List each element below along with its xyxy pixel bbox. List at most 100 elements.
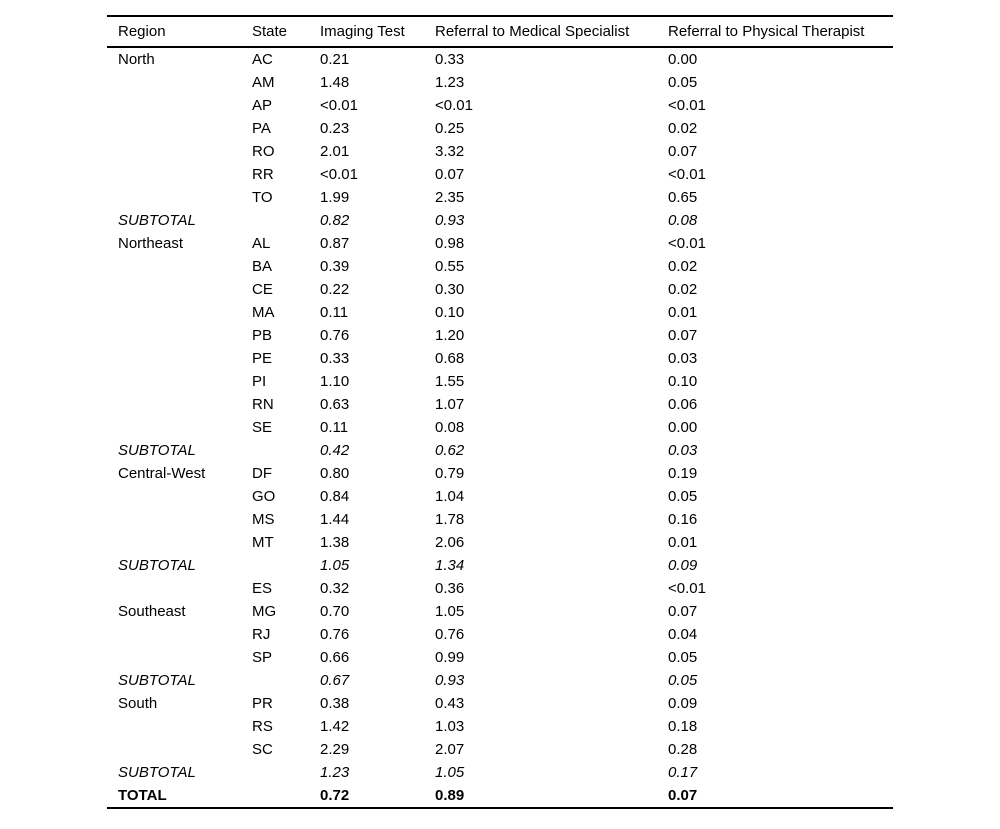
imaging-test-cell: 1.10 xyxy=(320,373,350,390)
table-row: ES 0.32 0.36 <0.01 xyxy=(107,577,893,600)
physical-therapist-cell: 0.05 xyxy=(668,649,698,666)
region-cell xyxy=(107,255,241,278)
medical-specialist-cell: 1.34 xyxy=(435,557,465,574)
imaging-test-cell: 0.32 xyxy=(320,580,350,597)
physical-therapist-cell: 0.07 xyxy=(668,787,698,804)
imaging-test-cell: 1.38 xyxy=(320,534,350,551)
imaging-test-cell: 0.80 xyxy=(320,465,350,482)
state-cell xyxy=(241,209,309,232)
state-cell: BA xyxy=(252,258,273,275)
table-row: South PR 0.38 0.43 0.09 xyxy=(107,692,893,715)
state-cell: RS xyxy=(252,718,273,735)
region-cell: SUBTOTAL xyxy=(118,557,196,574)
table-row: MT 1.38 2.06 0.01 xyxy=(107,531,893,554)
physical-therapist-cell: 0.00 xyxy=(668,51,698,68)
imaging-test-cell: 2.29 xyxy=(320,741,350,758)
physical-therapist-cell: 0.09 xyxy=(668,557,698,574)
table-row: RS 1.42 1.03 0.18 xyxy=(107,715,893,738)
region-cell: Southeast xyxy=(118,603,186,620)
state-cell: PR xyxy=(252,695,273,712)
medical-specialist-cell: 0.99 xyxy=(435,649,465,666)
imaging-test-cell: 1.48 xyxy=(320,74,350,91)
region-cell xyxy=(107,623,241,646)
physical-therapist-cell: 0.08 xyxy=(668,212,698,229)
physical-therapist-cell: 0.05 xyxy=(668,74,698,91)
state-cell: AL xyxy=(252,235,271,252)
physical-therapist-cell: 0.05 xyxy=(668,488,698,505)
medical-specialist-cell: 0.68 xyxy=(435,350,465,367)
state-cell: GO xyxy=(252,488,276,505)
medical-specialist-cell: 0.93 xyxy=(435,672,465,689)
physical-therapist-cell: 0.07 xyxy=(668,143,698,160)
medical-specialist-cell: 0.93 xyxy=(435,212,465,229)
table-header: Region State Imaging Test Referral to Medic… xyxy=(107,16,893,47)
medical-specialist-cell: 1.07 xyxy=(435,396,465,413)
region-cell: TOTAL xyxy=(118,787,167,804)
table-row: AM 1.48 1.23 0.05 xyxy=(107,71,893,94)
table-row: AP <0.01 <0.01 <0.01 xyxy=(107,94,893,117)
physical-therapist-cell: 0.01 xyxy=(668,304,698,321)
subtotal-row: SUBTOTAL 0.82 0.93 0.08 xyxy=(107,209,893,232)
physical-therapist-cell: <0.01 xyxy=(668,235,706,252)
subtotal-row: SUBTOTAL 0.67 0.93 0.05 xyxy=(107,669,893,692)
table-row: RR <0.01 0.07 <0.01 xyxy=(107,163,893,186)
medical-specialist-cell: 0.79 xyxy=(435,465,465,482)
imaging-test-cell: 0.76 xyxy=(320,626,350,643)
imaging-test-cell: 2.01 xyxy=(320,143,350,160)
column-header-imaging-test: Imaging Test xyxy=(320,23,405,40)
imaging-test-cell: 0.11 xyxy=(320,419,349,436)
imaging-test-cell: 1.42 xyxy=(320,718,350,735)
physical-therapist-cell: 0.17 xyxy=(668,764,698,781)
medical-specialist-cell: 1.05 xyxy=(435,603,465,620)
physical-therapist-cell: 0.02 xyxy=(668,120,698,137)
imaging-test-cell: 1.99 xyxy=(320,189,350,206)
region-cell xyxy=(107,738,241,761)
subtotal-row: SUBTOTAL 0.42 0.62 0.03 xyxy=(107,439,893,462)
state-cell: PI xyxy=(252,373,267,390)
medical-specialist-cell: 0.55 xyxy=(435,258,465,275)
state-cell xyxy=(241,439,309,462)
table-row: Southeast MG 0.70 1.05 0.07 xyxy=(107,600,893,623)
region-cell: South xyxy=(118,695,158,712)
column-header-medical-specialist: Referral to Medical Specialist xyxy=(435,23,630,40)
state-cell: MS xyxy=(252,511,275,528)
region-cell xyxy=(107,301,241,324)
region-cell xyxy=(107,646,241,669)
physical-therapist-cell: 0.09 xyxy=(668,695,698,712)
state-cell: PB xyxy=(252,327,273,344)
table-row: RN 0.63 1.07 0.06 xyxy=(107,393,893,416)
state-cell: DF xyxy=(252,465,272,482)
physical-therapist-cell: 0.01 xyxy=(668,534,698,551)
physical-therapist-cell: 0.03 xyxy=(668,442,698,459)
medical-specialist-cell: 1.03 xyxy=(435,718,465,735)
physical-therapist-cell: 0.07 xyxy=(668,603,698,620)
region-cell xyxy=(107,416,241,439)
state-cell xyxy=(241,784,309,808)
region-cell xyxy=(107,577,241,600)
medical-specialist-cell: 0.43 xyxy=(435,695,465,712)
region-cell: North xyxy=(118,51,155,68)
region-cell xyxy=(107,324,241,347)
state-cell: AM xyxy=(252,74,275,91)
medical-specialist-cell: 1.05 xyxy=(435,764,465,781)
imaging-test-cell: 0.84 xyxy=(320,488,350,505)
medical-specialist-cell: 1.78 xyxy=(435,511,465,528)
physical-therapist-cell: <0.01 xyxy=(668,97,706,114)
column-header-region: Region xyxy=(118,23,166,40)
imaging-test-cell: 0.82 xyxy=(320,212,350,229)
state-cell: MA xyxy=(252,304,275,321)
column-header-state: State xyxy=(252,23,288,40)
subtotal-row: SUBTOTAL 1.05 1.34 0.09 xyxy=(107,554,893,577)
region-cell xyxy=(107,186,241,209)
imaging-test-cell: 0.70 xyxy=(320,603,350,620)
medical-specialist-cell: 0.89 xyxy=(435,787,465,804)
table-row: TO 1.99 2.35 0.65 xyxy=(107,186,893,209)
region-cell xyxy=(107,370,241,393)
table-row: PB 0.76 1.20 0.07 xyxy=(107,324,893,347)
region-cell: Central-West xyxy=(118,465,206,482)
imaging-test-cell: 0.63 xyxy=(320,396,350,413)
physical-therapist-cell: 0.16 xyxy=(668,511,698,528)
table-row: SC 2.29 2.07 0.28 xyxy=(107,738,893,761)
region-cell xyxy=(107,393,241,416)
